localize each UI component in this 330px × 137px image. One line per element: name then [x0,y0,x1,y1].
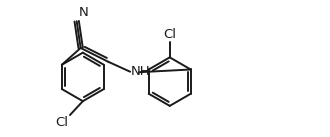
Text: N: N [79,6,88,19]
Text: NH: NH [131,65,151,78]
Text: Cl: Cl [55,116,68,129]
Text: Cl: Cl [163,28,176,41]
